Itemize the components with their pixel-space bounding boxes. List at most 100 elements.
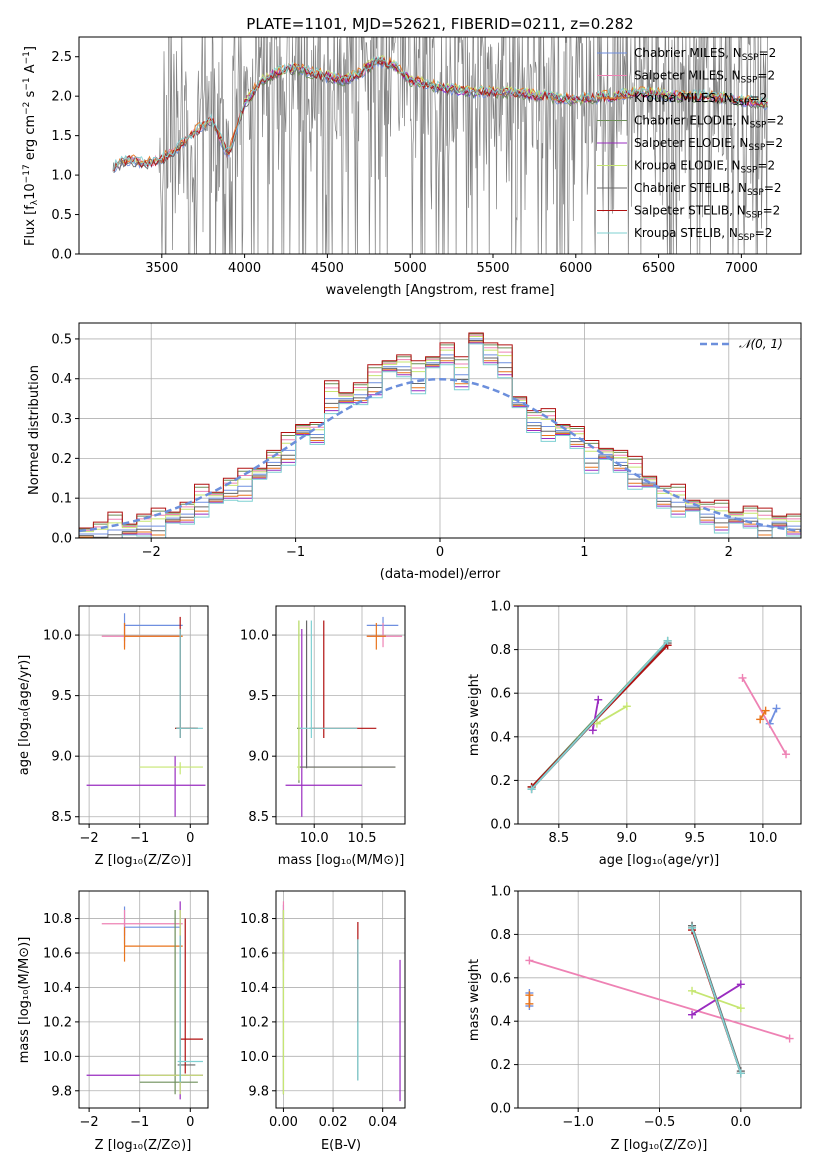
y-tick-label: 0.0 bbox=[490, 818, 511, 833]
histogram-xlabel: (data-model)/error bbox=[380, 567, 501, 582]
y-tick-label: 9.8 bbox=[248, 1084, 269, 1099]
spectrum-panel: PLATE=1101, MJD=52621, FIBERID=0211, z=0… bbox=[22, 15, 802, 298]
y-tick-label: 0.4 bbox=[490, 730, 511, 745]
y-tick-label: 2.5 bbox=[51, 50, 72, 65]
y-tick-label: 0.8 bbox=[490, 928, 511, 943]
y-tick-label: 10.6 bbox=[240, 947, 269, 962]
y-tick-label: 1.0 bbox=[490, 885, 511, 900]
y-tick-label: 0.0 bbox=[51, 248, 72, 263]
gauss-legend: 𝒩(0, 1) bbox=[700, 337, 783, 351]
mass-weight-salpeter-miles-line bbox=[529, 959, 790, 1040]
mw-age-ylabel: mass weight bbox=[467, 674, 482, 756]
age-z-ylabel: age [log₁₀(age/yr)] bbox=[17, 655, 32, 776]
y-tick-label: 8.5 bbox=[51, 810, 72, 825]
y-tick-label: 0.5 bbox=[51, 332, 72, 347]
mass-weight-salpeter-miles-line bbox=[741, 677, 787, 755]
y-tick-label: 9.0 bbox=[51, 750, 72, 765]
spectrum-xlabel: wavelength [Angstrom, rest frame] bbox=[326, 283, 555, 298]
y-tick-label: 10.4 bbox=[240, 981, 269, 996]
residual-histogram-panel: −2 −1 0 1 2 0.0 0.1 0.2 0.3 0.4 0.5 (data-model)/e… bbox=[27, 322, 802, 582]
y-tick-label: 0.1 bbox=[51, 492, 72, 507]
legend-label: Kroupa STELIB, NSSP=2 bbox=[634, 226, 772, 243]
legend-label: Kroupa ELODIE, NSSP=2 bbox=[634, 159, 775, 176]
x-tick-label: 2 bbox=[725, 545, 733, 560]
x-tick-label: −0.5 bbox=[644, 1115, 676, 1130]
legend-label: Salpeter ELODIE, NSSP=2 bbox=[634, 136, 783, 153]
y-tick-label: 10.4 bbox=[43, 981, 72, 996]
legend-label: Salpeter STELIB, NSSP=2 bbox=[634, 204, 780, 221]
x-tick-label: 0.02 bbox=[319, 1115, 348, 1130]
y-tick-label: 0.2 bbox=[51, 452, 72, 467]
y-tick-label: 0.3 bbox=[51, 412, 72, 427]
spectrum-legend: Chabrier MILES, NSSP=2 Salpeter MILES, NS… bbox=[597, 46, 784, 243]
legend-label: Kroupa MILES, NSSP=2 bbox=[634, 91, 767, 108]
x-tick-label: 6000 bbox=[559, 261, 592, 276]
spectrum-title: PLATE=1101, MJD=52621, FIBERID=0211, z=0… bbox=[246, 15, 633, 33]
y-tick-label: 0.4 bbox=[490, 1015, 511, 1030]
y-tick-label: 9.5 bbox=[51, 689, 72, 704]
mass-z-ylabel: mass [log₁₀(M/M⊙)] bbox=[17, 937, 32, 1064]
y-tick-label: 0.2 bbox=[490, 774, 511, 789]
mass-weight-kroupa-stelib-line bbox=[691, 927, 742, 1074]
x-tick-label: −1 bbox=[130, 1115, 149, 1130]
legend-label: Salpeter MILES, NSSP=2 bbox=[634, 69, 775, 86]
y-tick-label: 0.0 bbox=[490, 1102, 511, 1117]
y-tick-label: 10.6 bbox=[43, 947, 72, 962]
gaussian-curve bbox=[79, 377, 801, 533]
y-tick-label: 2.0 bbox=[51, 90, 72, 105]
x-tick-label: 6500 bbox=[642, 261, 675, 276]
x-tick-label: 9.5 bbox=[685, 831, 706, 846]
age-mass-xlabel: mass [log₁₀(M/M⊙)] bbox=[278, 853, 405, 868]
model-kroupa-stelib-line bbox=[113, 55, 768, 170]
spectrum-ylabel: Flux [fλ10−17 erg cm−2 s−1 A−1] bbox=[22, 46, 40, 246]
x-tick-label: −2 bbox=[142, 545, 161, 560]
age-vs-mass-panel: 10.0 10.5 8.5 9.0 9.5 10.0 mass [log₁₀(M/M⊙)] bbox=[240, 605, 406, 868]
legend-label: Chabrier ELODIE, NSSP=2 bbox=[634, 114, 784, 131]
x-tick-label: 3500 bbox=[145, 261, 178, 276]
y-tick-label: 10.8 bbox=[43, 912, 72, 927]
x-tick-label: 0.00 bbox=[269, 1115, 298, 1130]
y-tick-label: 10.0 bbox=[43, 629, 72, 644]
y-tick-label: 1.5 bbox=[51, 129, 72, 144]
age-z-xlabel: Z [log₁₀(Z/Z⊙)] bbox=[95, 853, 192, 868]
x-tick-label: −1.0 bbox=[562, 1115, 594, 1130]
x-tick-label: 4500 bbox=[311, 261, 344, 276]
y-tick-label: 1.0 bbox=[490, 600, 511, 615]
x-tick-label: 1 bbox=[580, 545, 588, 560]
x-tick-label: −2 bbox=[80, 831, 99, 846]
x-tick-label: 4000 bbox=[228, 261, 261, 276]
y-tick-label: 1.0 bbox=[51, 169, 72, 184]
mw-age-xlabel: age [log₁₀(age/yr)] bbox=[599, 853, 720, 868]
x-tick-label: −1 bbox=[286, 545, 305, 560]
y-tick-label: 10.2 bbox=[240, 1015, 269, 1030]
x-tick-label: 0 bbox=[436, 545, 444, 560]
y-tick-label: 0.8 bbox=[490, 643, 511, 658]
y-tick-label: 10.2 bbox=[43, 1015, 72, 1030]
x-tick-label: 0.0 bbox=[730, 1115, 751, 1130]
mass-vs-z-panel: −2 −1 0 9.8 10.0 10.2 10.4 10.6 10.8 Z [log₁₀(Z/… bbox=[17, 890, 209, 1153]
spectrum-frame bbox=[78, 36, 802, 255]
y-tick-label: 10.0 bbox=[240, 629, 269, 644]
x-tick-label: 5500 bbox=[476, 261, 509, 276]
y-tick-label: 9.8 bbox=[51, 1084, 72, 1099]
gauss-legend-label: 𝒩(0, 1) bbox=[739, 337, 783, 351]
y-tick-label: 0.4 bbox=[51, 372, 72, 387]
hist-kroupa-stelib-step bbox=[79, 343, 801, 538]
x-tick-label: 8.5 bbox=[548, 831, 569, 846]
model-kroupa-elodie-line bbox=[113, 55, 768, 167]
mass-weight-salpeter-elodie-line bbox=[591, 699, 600, 731]
y-tick-label: 0.6 bbox=[490, 687, 511, 702]
x-tick-label: 10.5 bbox=[348, 831, 377, 846]
hist-salpeter-stelib-step bbox=[79, 332, 801, 529]
y-tick-label: 10.0 bbox=[43, 1050, 72, 1065]
mass-vs-ebv-panel: 0.00 0.02 0.04 9.8 10.0 10.2 10.4 10.6 10.8 E(B-… bbox=[240, 890, 406, 1153]
massweight-vs-z-panel: −1.0 −0.5 0.0 0.0 0.2 0.4 0.6 0.8 1.0 Z [log₁₀(Z… bbox=[467, 885, 802, 1153]
y-tick-label: 9.0 bbox=[248, 750, 269, 765]
x-tick-label: −1 bbox=[130, 831, 149, 846]
y-tick-label: 0.2 bbox=[490, 1058, 511, 1073]
x-tick-label: −2 bbox=[80, 1115, 99, 1130]
model-chabrier-stelib-line bbox=[113, 57, 768, 173]
x-tick-label: 0 bbox=[186, 831, 194, 846]
y-tick-label: 10.8 bbox=[240, 912, 269, 927]
